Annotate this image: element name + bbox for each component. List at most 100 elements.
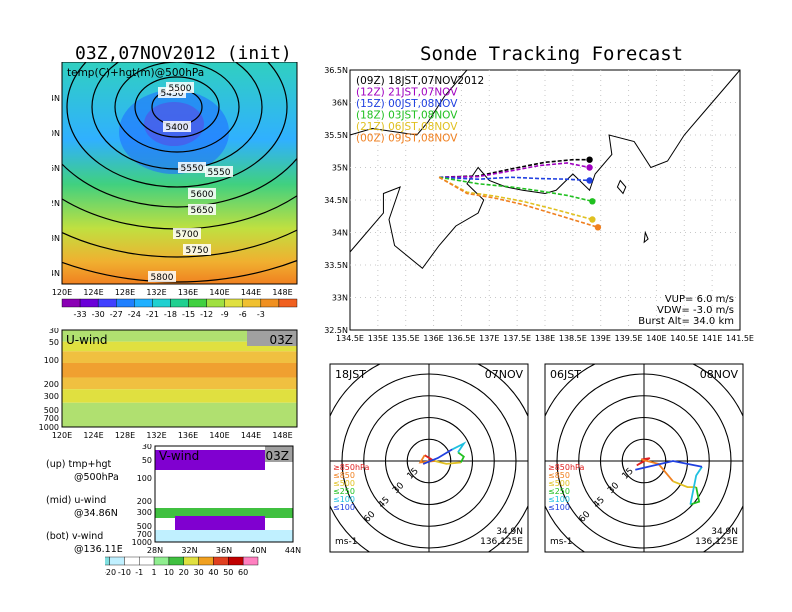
hodo-lon: 136.125E — [695, 537, 738, 547]
fc-lon-tick: 141.5E — [726, 334, 754, 343]
u-p-tick: 200 — [44, 380, 59, 389]
hodo-level-legend: ≤850 — [333, 471, 355, 480]
map-frame — [61, 62, 298, 285]
fc-info-1: VDW= -3.0 m/s — [657, 305, 734, 316]
track-legend-1: (12Z) 21JST,07NOV — [356, 87, 458, 99]
u-lon-tick: 128E — [115, 431, 135, 440]
fc-lon-tick: 138.5E — [559, 334, 587, 343]
hodo-header-right: 07NOV — [485, 368, 524, 381]
v-colorbar-cell — [228, 556, 244, 566]
contour-label-9: 5800 — [151, 273, 174, 283]
u-lon-tick: 144E — [241, 431, 261, 440]
height-contour-5 — [62, 157, 297, 208]
colorbar-tick: -27 — [110, 310, 123, 319]
hodo-trace-3 — [457, 451, 465, 463]
track-end-4 — [589, 216, 596, 223]
track-3 — [439, 176, 593, 203]
v-colorbar-tick: 10 — [164, 568, 174, 577]
track-end-5 — [594, 224, 602, 231]
legend-note-line2: @136.11E — [74, 544, 123, 555]
fc-lon-tick: 135E — [368, 334, 388, 343]
fc-lon-tick: 139.5E — [615, 334, 643, 343]
colorbar-tick: -12 — [200, 310, 213, 319]
contour-label-3: 5550 — [181, 164, 204, 174]
island — [616, 179, 627, 195]
track-legend-5: (00Z) 09JST,08NOV — [356, 133, 458, 145]
v-lat-tick: 28N — [147, 546, 163, 555]
v-colorbar-tick: 1 — [152, 568, 157, 577]
height-contour-3 — [91, 62, 263, 170]
lon-tick: 124E — [83, 288, 103, 297]
contour-label-bg-4 — [205, 166, 233, 177]
colorbar-cell — [134, 298, 153, 308]
fc-lon-tick: 136.5E — [447, 334, 475, 343]
lon-tick: 132E — [146, 288, 166, 297]
u-band-3 — [62, 362, 297, 378]
track-end-2 — [586, 177, 593, 184]
track-2 — [439, 176, 590, 182]
contour-label-4: 5550 — [208, 168, 231, 178]
hodo-header-left: 18JST — [335, 368, 366, 381]
height-contour-1 — [134, 76, 220, 138]
legend-note: (bot) v-wind @136.11E — [46, 530, 156, 556]
v-p-tick: 500 — [137, 522, 152, 531]
u-p-tick: 30 — [49, 328, 59, 335]
v-p-tick: 100 — [137, 474, 152, 483]
hodo-level-legend: ≤100 — [333, 495, 355, 504]
hodo-level-legend: ≤850 — [548, 471, 570, 480]
colorbar-cell — [242, 298, 262, 308]
lon-tick: 144E — [241, 288, 261, 297]
fc-lat-tick: 34N — [332, 229, 348, 238]
v-colorbar-cell — [139, 556, 155, 566]
colorbar-cell — [152, 298, 171, 308]
fc-lat-tick: 33.5N — [324, 261, 348, 270]
legend-note-line2: @34.86N — [74, 508, 118, 519]
track-legend-4: (21Z) 06JST,08NOV — [356, 121, 458, 133]
colorbar-cell — [206, 298, 225, 308]
hodo-header-left: 06JST — [550, 368, 581, 381]
v-colorbar-tick: -20 — [105, 568, 116, 577]
u-label: U-wind — [66, 333, 107, 347]
hodo-trace-3 — [690, 486, 701, 506]
u-band-1 — [62, 341, 297, 352]
fc-lat-tick: 34.5N — [324, 196, 348, 205]
lon-tick: 136E — [178, 288, 198, 297]
hodo-lat: 34.9N — [711, 527, 738, 537]
fc-lon-tick: 138E — [535, 334, 555, 343]
v-colorbar-cell — [168, 556, 184, 566]
fc-lon-tick: 140E — [646, 334, 666, 343]
v-light — [155, 530, 293, 542]
v-lat-tick: 44N — [285, 546, 301, 555]
colorbar-tick: -6 — [239, 310, 247, 319]
hodo-lon: 136.125E — [480, 537, 523, 547]
lon-tick: 140E — [209, 288, 229, 297]
v-missing — [265, 446, 293, 462]
forecast-map: (09Z) 18JST,07NOV2012(12Z) 21JST,07NOV(1… — [324, 66, 754, 343]
u-band-5 — [62, 389, 297, 403]
hodo-trace-5 — [422, 448, 453, 465]
legend-note-line1: (bot) v-wind — [46, 531, 104, 542]
lon-tick: 128E — [115, 288, 135, 297]
track-4 — [438, 176, 593, 221]
forecast-title: Sonde Tracking Forecast — [420, 43, 684, 65]
lat-tick: 28N — [52, 234, 60, 243]
fc-lon-tick: 139E — [591, 334, 611, 343]
track-legend-0: (09Z) 18JST,07NOV2012 — [356, 75, 484, 87]
fc-info-0: VUP= 6.0 m/s — [665, 294, 734, 305]
track-5 — [438, 176, 599, 229]
v-colorbar-cell — [242, 556, 259, 566]
contour-label-bg-9 — [148, 271, 176, 282]
contour-label-bg-8 — [183, 244, 211, 255]
v-p-tick: 50 — [142, 456, 152, 465]
hodo-level-legend: ≤250 — [548, 487, 570, 496]
u-lon-tick: 124E — [83, 431, 103, 440]
v-label: V-wind — [159, 449, 199, 463]
track-legend-2: (15Z) 00JST,08NOV — [356, 98, 458, 110]
legend-note: (up) tmp+hgt @500hPa — [46, 458, 156, 484]
v-p-tick: 300 — [137, 508, 152, 517]
hodo-trace-0 — [636, 457, 651, 467]
fc-lon-tick: 141E — [702, 334, 722, 343]
